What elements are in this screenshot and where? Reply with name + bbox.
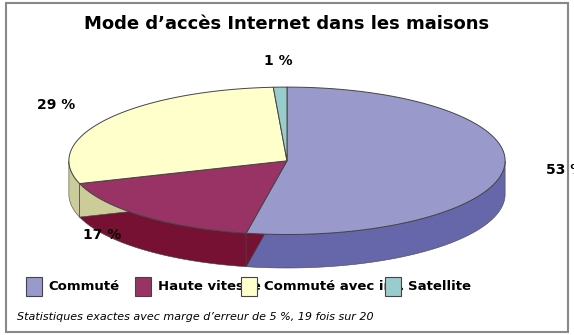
Polygon shape (246, 161, 287, 267)
Polygon shape (246, 161, 505, 268)
Bar (385, 277, 401, 296)
Text: 17 %: 17 % (83, 228, 122, 243)
Bar (135, 277, 151, 296)
Text: Mode d’accès Internet dans les maisons: Mode d’accès Internet dans les maisons (84, 15, 490, 33)
Text: Commuté: Commuté (49, 280, 120, 293)
Polygon shape (80, 184, 246, 267)
Polygon shape (80, 161, 287, 217)
Text: 1 %: 1 % (264, 54, 293, 68)
Text: Commuté avec int.: Commuté avec int. (264, 280, 404, 293)
Text: Haute vitesse: Haute vitesse (158, 280, 261, 293)
Polygon shape (80, 161, 287, 233)
Text: Statistiques exactes avec marge d’erreur de 5 %, 19 fois sur 20: Statistiques exactes avec marge d’erreur… (17, 312, 374, 322)
Polygon shape (80, 161, 287, 217)
Text: Satellite: Satellite (408, 280, 471, 293)
Polygon shape (69, 161, 80, 217)
Polygon shape (246, 87, 505, 234)
Text: 53 %: 53 % (546, 163, 574, 177)
Text: 29 %: 29 % (37, 98, 75, 112)
Bar (26, 277, 42, 296)
Polygon shape (69, 87, 287, 184)
Bar (241, 277, 257, 296)
Polygon shape (273, 87, 287, 161)
Polygon shape (246, 161, 287, 267)
